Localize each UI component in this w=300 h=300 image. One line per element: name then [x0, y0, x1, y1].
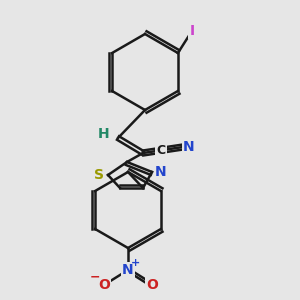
Text: H: H — [98, 127, 110, 141]
Text: +: + — [130, 258, 140, 268]
Text: O: O — [98, 278, 110, 292]
Text: N: N — [122, 263, 134, 277]
Text: N: N — [183, 140, 195, 154]
Text: C: C — [156, 145, 166, 158]
Text: N: N — [155, 165, 167, 179]
Text: O: O — [146, 278, 158, 292]
Text: −: − — [90, 271, 100, 284]
Text: S: S — [94, 168, 104, 182]
Text: I: I — [189, 24, 194, 38]
